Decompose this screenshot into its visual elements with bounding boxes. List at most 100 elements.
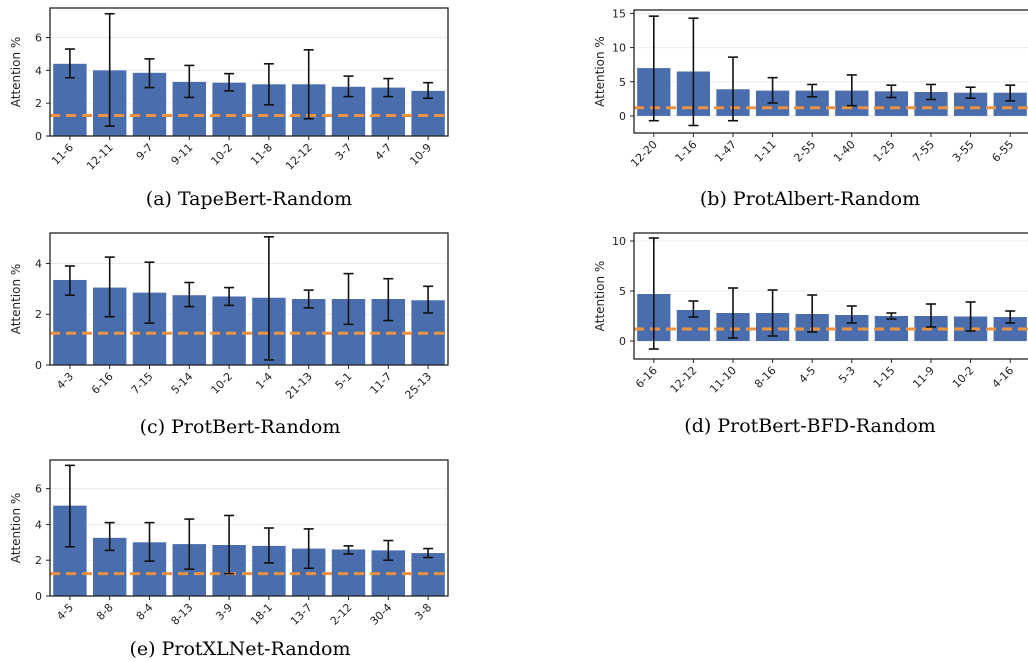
error-bar (263, 62, 274, 106)
x-tick-label: 13-7 (288, 601, 315, 628)
error-bar (184, 281, 195, 308)
error-bar (343, 75, 354, 98)
error-bar (767, 289, 778, 337)
y-tick-label: 4 (35, 257, 42, 270)
error-bar (688, 300, 699, 318)
y-tick-label: 10 (612, 42, 626, 55)
error-bar (423, 547, 434, 559)
error-bar (144, 58, 155, 89)
error-bar (965, 301, 976, 332)
error-bar (1005, 84, 1016, 102)
y-tick-label: 0 (619, 110, 626, 123)
error-bar (303, 289, 314, 309)
panel-caption: (a) TapeBert-Random (145, 188, 353, 210)
error-bar (965, 86, 976, 99)
y-tick-label: 5 (619, 285, 626, 298)
y-tick-label: 5 (619, 76, 626, 89)
y-tick-label: 15 (612, 7, 626, 20)
error-bar (423, 285, 434, 314)
error-bar (886, 84, 897, 99)
error-bar (104, 256, 115, 318)
y-axis-label: Attention % (593, 261, 607, 332)
error-bar (648, 15, 659, 122)
panel-caption: (c) ProtBert-Random (139, 416, 341, 438)
x-tick-label: 4-5 (54, 601, 76, 623)
error-bar (648, 237, 659, 350)
panel-caption: (b) ProtAlbert-Random (699, 188, 921, 210)
y-tick-label: 0 (35, 130, 42, 143)
bar (914, 92, 948, 116)
error-bar (144, 261, 155, 324)
x-tick-label: 8-13 (169, 601, 196, 628)
error-bar (343, 545, 354, 555)
x-tick-label: 3-8 (412, 601, 434, 623)
plot-frame (633, 9, 1028, 134)
x-tick-label: 2-12 (328, 601, 355, 628)
y-tick-label: 0 (619, 335, 626, 348)
x-tick-label: 8-8 (94, 601, 116, 623)
bar (212, 296, 246, 365)
error-bar (807, 294, 818, 333)
error-bar (886, 312, 897, 320)
bar (993, 92, 1027, 116)
error-bar (263, 527, 274, 564)
y-tick-label: 2 (35, 308, 42, 321)
error-bar (383, 277, 394, 322)
error-bar (64, 265, 75, 296)
error-bar (303, 528, 314, 570)
y-tick-label: 2 (35, 554, 42, 567)
error-bar (104, 521, 115, 552)
error-bar (224, 286, 235, 307)
y-axis-label: Attention % (9, 264, 23, 335)
error-bar (263, 236, 274, 361)
error-bar (184, 518, 195, 570)
error-bar (383, 77, 394, 98)
error-bar (343, 272, 354, 326)
panel-caption: (d) ProtBert-BFD-Random (684, 415, 936, 437)
error-bar (767, 76, 778, 104)
panel-caption: (e) ProtXLNet-Random (129, 638, 351, 660)
plot-frame (633, 232, 1028, 360)
error-bar (423, 81, 434, 100)
y-tick-label: 0 (35, 359, 42, 372)
x-tick-label: 18-1 (248, 601, 275, 628)
error-bar (926, 303, 936, 328)
error-bar (64, 48, 75, 79)
error-bar (926, 83, 936, 101)
plot-frame (49, 7, 449, 137)
error-bar (224, 72, 235, 92)
y-axis-label: Attention % (593, 36, 607, 107)
y-tick-label: 10 (612, 235, 626, 248)
y-tick-label: 0 (35, 590, 42, 603)
y-tick-label: 6 (35, 483, 42, 496)
error-bar (846, 305, 857, 324)
x-tick-label: 3-9 (213, 601, 235, 623)
error-bar (224, 514, 235, 575)
error-bar (728, 287, 738, 339)
plot-frame (49, 232, 449, 366)
error-bar (728, 56, 738, 122)
error-bar (846, 74, 857, 107)
error-bar (688, 17, 699, 127)
y-tick-label: 4 (35, 518, 42, 531)
y-axis-label: Attention % (9, 493, 23, 564)
y-tick-label: 6 (35, 32, 42, 45)
y-tick-label: 4 (35, 64, 42, 77)
y-tick-label: 2 (35, 97, 42, 110)
error-bar (807, 83, 818, 98)
error-bar (303, 49, 314, 120)
error-bar (64, 464, 75, 548)
error-bar (144, 521, 155, 562)
y-axis-label: Attention % (9, 37, 23, 108)
x-tick-label: 8-4 (134, 601, 156, 623)
x-tick-label: 30-4 (368, 601, 395, 628)
error-bar (104, 12, 115, 127)
plot-frame (49, 459, 449, 597)
error-bar (1005, 310, 1016, 324)
